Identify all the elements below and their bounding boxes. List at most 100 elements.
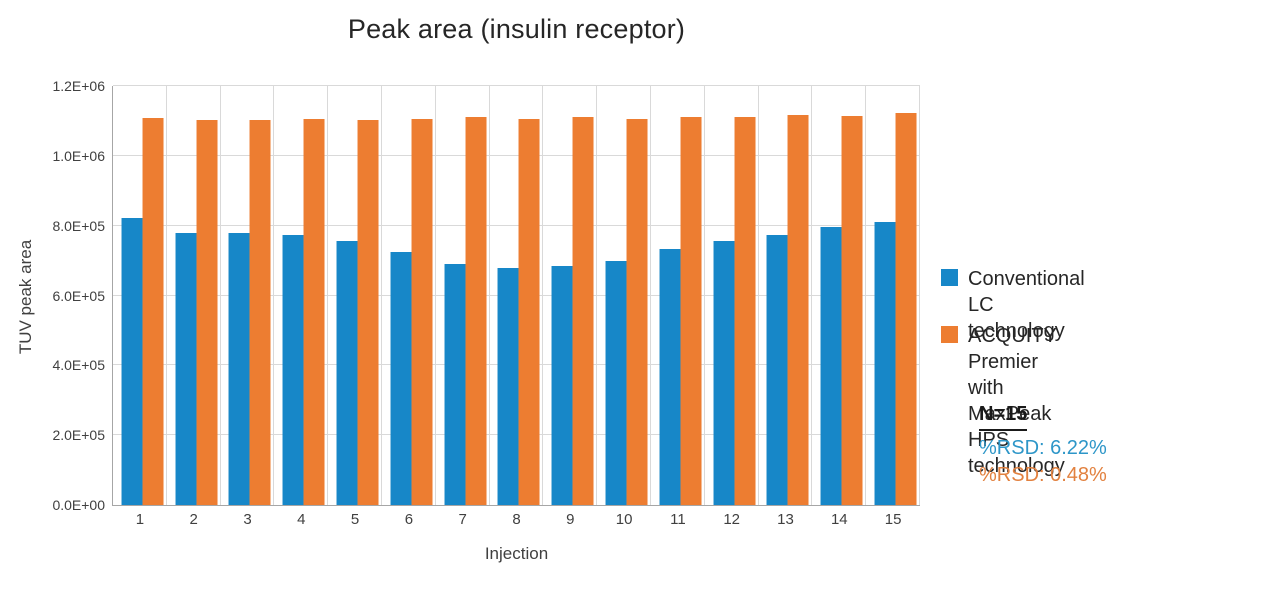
bar-conventional-11 (659, 249, 681, 505)
bar-premier-7 (465, 116, 487, 505)
x-tick-label: 5 (350, 511, 360, 528)
stats-rsd-premier: %RSD: 0.48% (979, 464, 1107, 486)
v-gridline (219, 86, 221, 505)
h-gridline (113, 224, 920, 226)
bar-group-12 (705, 86, 759, 505)
bar-group-14 (812, 86, 866, 505)
bar-pair (390, 118, 433, 505)
bar-group-5 (328, 86, 382, 505)
v-gridline (703, 86, 705, 505)
v-gridline (596, 86, 598, 505)
x-tick-label: 8 (512, 511, 521, 528)
h-gridline (113, 85, 920, 86)
bar-premier-15 (895, 113, 917, 505)
bar-group-2 (167, 86, 221, 505)
legend-item-conventional: Conventional LC technology (941, 266, 1085, 344)
bar-group-3 (221, 86, 275, 505)
x-tick-label: 12 (723, 511, 741, 528)
y-tick-label: 8.0E+05 (52, 217, 105, 234)
plot-area (112, 85, 920, 506)
bar-conventional-2 (175, 233, 197, 505)
legend-item-premier: ACQUITY Premier with MaxPeak HPS technol… (941, 323, 1065, 479)
v-gridline (434, 86, 436, 505)
bar-pair (713, 117, 756, 505)
y-tick-label: 1.2E+06 (52, 78, 105, 94)
bar-conventional-7 (444, 264, 466, 505)
bar-conventional-12 (713, 240, 735, 505)
bar-conventional-8 (498, 268, 520, 505)
x-tick-label: 6 (404, 511, 414, 528)
bar-group-15 (866, 86, 920, 505)
bar-premier-3 (250, 119, 272, 505)
v-gridline (650, 86, 651, 505)
bar-pair (874, 113, 917, 505)
bar-group-11 (651, 86, 705, 505)
x-tick-label: 4 (297, 511, 306, 528)
bar-pair (121, 118, 164, 505)
bar-premier-12 (734, 117, 756, 505)
bar-premier-11 (680, 117, 702, 505)
x-tick-label: 1 (135, 511, 145, 528)
v-gridline (865, 86, 867, 505)
v-gridline (919, 86, 920, 505)
v-gridline (327, 86, 329, 505)
bar-group-1 (113, 86, 167, 505)
bar-pair (175, 119, 218, 505)
y-tick-label: 2.0E+05 (52, 427, 105, 444)
bar-group-10 (597, 86, 651, 505)
bar-pair (229, 119, 272, 505)
y-tick-label: 1.0E+06 (52, 147, 105, 164)
x-tick-label: 15 (884, 511, 902, 528)
x-tick-label: 11 (670, 511, 686, 528)
x-tick-label: 2 (189, 511, 198, 528)
bar-conventional-10 (605, 260, 627, 505)
bar-group-9 (543, 86, 597, 505)
bar-pair (820, 115, 863, 505)
y-tick-label: 6.0E+05 (52, 287, 105, 304)
y-axis-title: TUV peak area (16, 239, 35, 355)
x-tick-label: 14 (830, 511, 848, 528)
x-tick-label: 7 (458, 511, 467, 528)
y-axis-line (112, 86, 113, 505)
v-gridline (542, 86, 544, 505)
bar-conventional-1 (121, 218, 143, 505)
bar-group-4 (274, 86, 328, 505)
x-axis-line (112, 505, 920, 506)
v-gridline (165, 86, 167, 505)
y-tick-label: 0.0E+00 (52, 497, 105, 513)
bar-conventional-4 (282, 235, 304, 505)
v-gridline (273, 86, 275, 505)
v-gridline (811, 86, 813, 505)
bar-pair (551, 117, 594, 505)
bar-conventional-15 (874, 221, 896, 505)
bar-conventional-3 (229, 233, 251, 505)
bar-pair (767, 114, 810, 505)
bar-premier-13 (788, 114, 810, 505)
x-axis-title: Injection (484, 544, 549, 563)
bar-premier-4 (303, 118, 325, 505)
v-gridline (381, 86, 382, 505)
legend-swatch-conventional (941, 269, 958, 286)
v-gridline (488, 86, 490, 505)
stats-n: N=15 (979, 401, 1028, 431)
bar-conventional-5 (336, 240, 358, 505)
bar-premier-6 (411, 118, 433, 505)
bar-conventional-14 (820, 226, 842, 505)
x-tick-label: 3 (243, 511, 252, 528)
bar-pair (498, 118, 541, 505)
stats-rsd-conventional: %RSD: 6.22% (979, 437, 1107, 459)
stats-block: N=15 %RSD: 6.22% %RSD: 0.48% (979, 401, 1107, 489)
bar-premier-8 (519, 118, 541, 505)
bar-premier-14 (841, 115, 863, 505)
bar-pair (444, 116, 487, 505)
bar-pair (336, 119, 379, 505)
x-tick-label: 9 (566, 511, 575, 528)
bar-premier-1 (142, 118, 164, 505)
bar-premier-10 (626, 119, 648, 505)
bar-conventional-9 (551, 266, 573, 505)
bar-pair (605, 119, 648, 505)
bar-group-13 (759, 86, 813, 505)
h-gridline (113, 154, 920, 156)
bar-conventional-6 (390, 252, 412, 505)
